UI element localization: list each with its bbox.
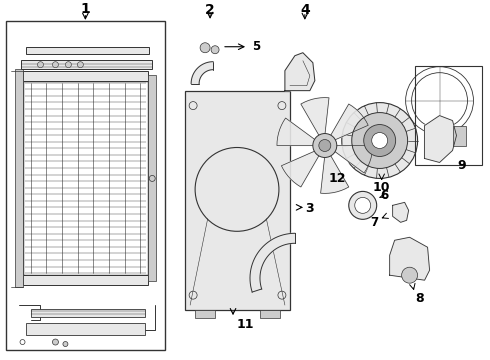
Polygon shape [191, 62, 213, 84]
Polygon shape [277, 118, 316, 145]
Text: 3: 3 [306, 202, 314, 215]
Polygon shape [281, 150, 320, 187]
Circle shape [364, 125, 395, 157]
Bar [25, 323, 145, 335]
Bar [148, 75, 156, 281]
Circle shape [352, 113, 408, 168]
Polygon shape [392, 202, 409, 222]
Polygon shape [424, 116, 457, 162]
Circle shape [66, 62, 72, 68]
Bar [185, 91, 290, 310]
Polygon shape [334, 145, 373, 173]
Polygon shape [320, 154, 349, 193]
Circle shape [52, 339, 58, 345]
Text: 12: 12 [329, 172, 346, 185]
Circle shape [52, 62, 58, 68]
Bar [5, 21, 165, 350]
Circle shape [63, 342, 68, 347]
Text: 9: 9 [457, 159, 466, 172]
Bar [30, 309, 145, 317]
Bar [15, 69, 23, 287]
Polygon shape [285, 53, 315, 91]
Bar [260, 310, 280, 318]
Text: 5: 5 [252, 40, 260, 53]
Circle shape [402, 267, 417, 283]
Polygon shape [250, 233, 295, 292]
Circle shape [38, 62, 44, 68]
Circle shape [313, 134, 337, 157]
Circle shape [342, 103, 417, 179]
Bar [25, 47, 149, 54]
Circle shape [200, 43, 210, 53]
Circle shape [77, 62, 83, 68]
Bar [195, 310, 215, 318]
Text: 8: 8 [416, 292, 424, 305]
Text: 10: 10 [373, 181, 391, 194]
Circle shape [211, 46, 219, 54]
Text: 2: 2 [205, 3, 215, 17]
Bar [23, 71, 148, 81]
Text: 1: 1 [80, 2, 90, 16]
Text: 11: 11 [236, 318, 254, 330]
Circle shape [372, 132, 388, 148]
Polygon shape [330, 104, 368, 140]
Circle shape [349, 192, 377, 219]
Bar [23, 81, 148, 275]
Circle shape [355, 197, 371, 213]
Bar [415, 66, 483, 166]
Bar [21, 60, 152, 69]
Circle shape [319, 140, 331, 152]
Bar [23, 275, 148, 285]
Text: 4: 4 [300, 3, 310, 17]
Bar [452, 126, 466, 145]
Polygon shape [301, 98, 329, 137]
Text: 7: 7 [370, 216, 379, 229]
Text: 6: 6 [381, 189, 389, 202]
Polygon shape [390, 237, 430, 280]
